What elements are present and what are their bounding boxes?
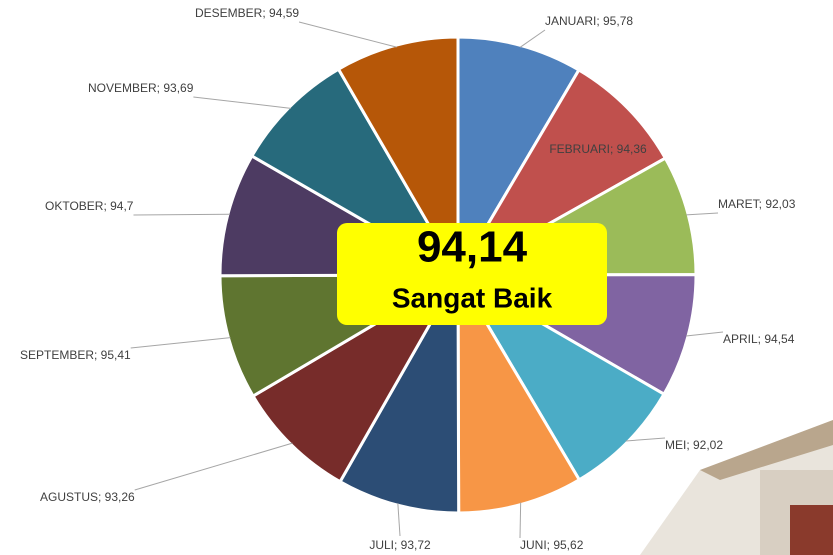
slice-label: OKTOBER; 94,7 [45,199,134,213]
leader-line [686,332,723,336]
leader-line [193,97,291,108]
slice-label: JULI; 93,72 [369,538,431,552]
leader-line [686,213,718,215]
leader-line [131,338,231,348]
slice-label: DESEMBER; 94,59 [195,6,299,20]
slice-label: JUNI; 95,62 [520,538,584,552]
slice-label: NOVEMBER; 93,69 [88,81,194,95]
slice-label: MARET; 92,03 [718,197,796,211]
leader-line [520,30,545,47]
leader-line [299,22,397,47]
slice-label: AGUSTUS; 93,26 [40,490,135,504]
leader-line [133,214,229,215]
slice-label: JANUARI; 95,78 [545,14,633,28]
center-text: Sangat Baik [392,282,553,313]
leader-line [398,503,400,536]
slice-label: MEI; 92,02 [665,438,723,452]
slice-label: APRIL; 94,54 [723,332,795,346]
slice-label: FEBRUARI; 94,36 [549,142,647,156]
leader-line [520,503,521,538]
leader-line [135,443,293,490]
slice-label: SEPTEMBER; 95,41 [20,348,131,362]
chart: JANUARI; 95,78 FEBRUARI; 94,36 MARET; 92,0… [0,0,833,555]
center-value: 94,14 [417,223,528,272]
